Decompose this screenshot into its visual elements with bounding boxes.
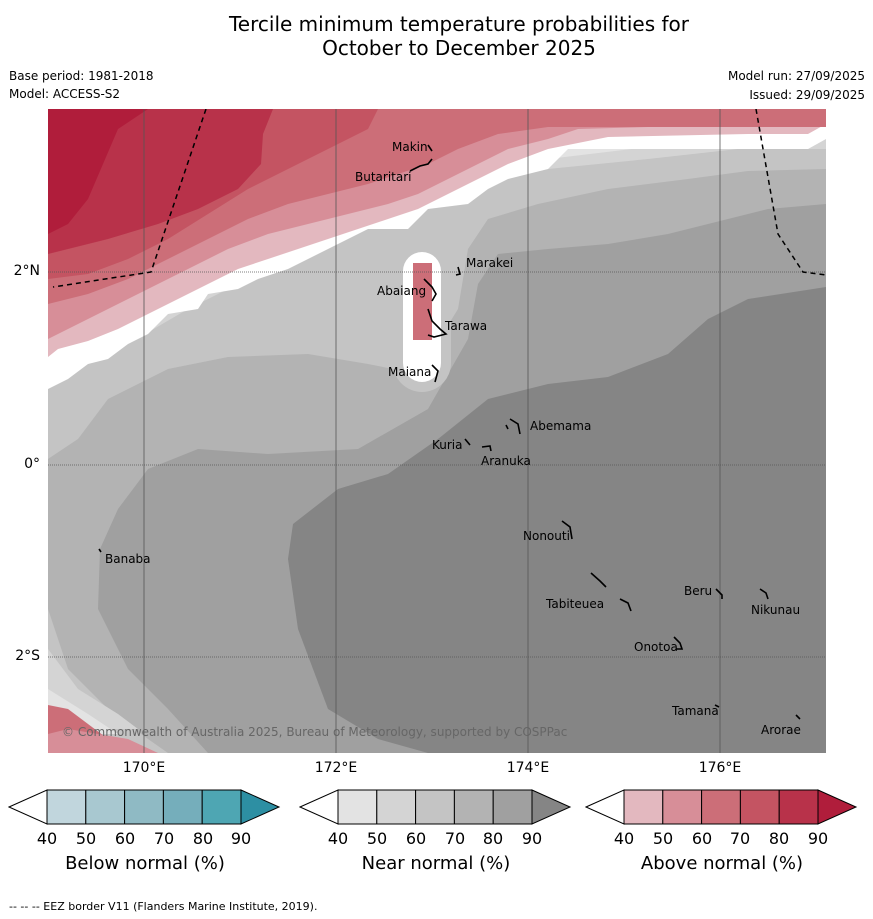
cbar-tick: 40 xyxy=(613,829,635,848)
model-name: Model: ACCESS-S2 xyxy=(9,87,121,101)
island-label-butaritari: Butaritari xyxy=(355,170,412,184)
cbar-tick: 70 xyxy=(444,829,466,848)
island-label-nikunau: Nikunau xyxy=(751,603,800,617)
lon-label-176e: 176°E xyxy=(698,760,742,776)
cbar-tick: 80 xyxy=(482,829,504,848)
colorbar-cell xyxy=(201,789,242,825)
cbar-tick: 80 xyxy=(192,829,214,848)
eez-border-west xyxy=(52,109,207,288)
colorbar-cell xyxy=(623,789,664,825)
colorbar-cell xyxy=(778,789,819,825)
copyright-notice: © Commonwealth of Australia 2025, Bureau… xyxy=(62,725,568,739)
map-panel: Makin Butaritari Marakei Abaiang Tarawa … xyxy=(48,109,826,753)
island-outlines xyxy=(98,144,801,720)
map-title: Tercile minimum temperature probabilitie… xyxy=(0,12,873,60)
colorbar-below-normal xyxy=(7,786,282,830)
colorbar-cell xyxy=(46,789,87,825)
colorbar-above-normal xyxy=(584,786,859,830)
cbar-tick: 50 xyxy=(652,829,674,848)
model-run: Model run: 27/09/2025 xyxy=(727,69,865,83)
island-label-makin: Makin xyxy=(392,140,428,154)
cbar-tick: 40 xyxy=(327,829,349,848)
island-label-kuria: Kuria xyxy=(432,438,463,452)
colorbar-cell xyxy=(492,789,533,825)
tarawa-above-normal-patch xyxy=(413,263,432,340)
lon-label-172e: 172°E xyxy=(314,760,358,776)
colorbar-cell xyxy=(701,789,741,825)
cbar-tick: 90 xyxy=(807,829,829,848)
eez-footnote: -- -- -- EEZ border V11 (Flanders Marine… xyxy=(9,900,318,913)
lat-label-2s: 2°S xyxy=(15,648,40,664)
below-normal-max-arrow xyxy=(240,789,281,825)
issued-date: Issued: 29/09/2025 xyxy=(749,88,865,102)
below-normal-min-arrow xyxy=(7,789,48,825)
colorbar-near-normal xyxy=(298,786,573,830)
map-svg: Makin Butaritari Marakei Abaiang Tarawa … xyxy=(48,109,826,753)
cbar-tick: 70 xyxy=(153,829,175,848)
island-label-onotoa: Onotoa xyxy=(634,640,678,654)
title-line-1: Tercile minimum temperature probabilitie… xyxy=(228,12,690,36)
near-normal-max-arrow xyxy=(531,789,572,825)
cbar-tick: 50 xyxy=(75,829,97,848)
gridlines xyxy=(48,109,826,753)
cbar-tick: 70 xyxy=(729,829,751,848)
island-label-maiana: Maiana xyxy=(388,365,431,379)
island-label-marakei: Marakei xyxy=(466,256,513,270)
lon-label-170e: 170°E xyxy=(122,760,166,776)
above-normal-min-arrow xyxy=(584,789,625,825)
island-label-tarawa: Tarawa xyxy=(444,319,487,333)
above-normal-sw-outer-region xyxy=(48,729,158,753)
island-label-tamana: Tamana xyxy=(671,704,719,718)
eez-border-east xyxy=(755,109,826,276)
island-label-beru: Beru xyxy=(684,584,712,598)
cbar-tick: 50 xyxy=(366,829,388,848)
colorbar-cell xyxy=(739,789,780,825)
island-label-nonouti: Nonouti xyxy=(523,529,570,543)
cbar-tick: 90 xyxy=(230,829,252,848)
cbar-tick: 80 xyxy=(768,829,790,848)
colorbar-cell xyxy=(376,789,417,825)
cbar-tick: 40 xyxy=(36,829,58,848)
island-label-arorae: Arorae xyxy=(761,723,801,737)
colorbar-cell xyxy=(85,789,126,825)
cbar-tick: 90 xyxy=(521,829,543,848)
above-normal-90-region xyxy=(48,109,148,234)
cbar-tick: 60 xyxy=(691,829,713,848)
colorbar-title-near: Near normal (%) xyxy=(361,853,511,874)
colorbar-cell xyxy=(415,789,455,825)
title-line-2: October to December 2025 xyxy=(322,36,596,60)
colorbar-cell xyxy=(453,789,494,825)
colorbar-title-below: Below normal (%) xyxy=(65,853,225,874)
island-label-aranuka: Aranuka xyxy=(481,454,531,468)
cbar-tick: 60 xyxy=(405,829,427,848)
colorbar-cell xyxy=(662,789,703,825)
cbar-tick: 60 xyxy=(114,829,136,848)
near-normal-min-arrow xyxy=(298,789,339,825)
lon-label-174e: 174°E xyxy=(506,760,550,776)
colorbar-cell xyxy=(124,789,164,825)
island-label-abaiang: Abaiang xyxy=(377,284,426,298)
colorbar-title-above: Above normal (%) xyxy=(640,853,804,874)
lat-label-0: 0° xyxy=(24,456,40,472)
base-period: Base period: 1981-2018 xyxy=(9,69,154,83)
colorbar-cell xyxy=(337,789,378,825)
island-label-banaba: Banaba xyxy=(105,552,151,566)
lat-label-2n: 2°N xyxy=(13,263,40,279)
island-label-tabiteuea: Tabiteuea xyxy=(545,597,604,611)
colorbar-cell xyxy=(162,789,203,825)
island-label-abemama: Abemama xyxy=(530,419,591,433)
above-normal-max-arrow xyxy=(817,789,858,825)
